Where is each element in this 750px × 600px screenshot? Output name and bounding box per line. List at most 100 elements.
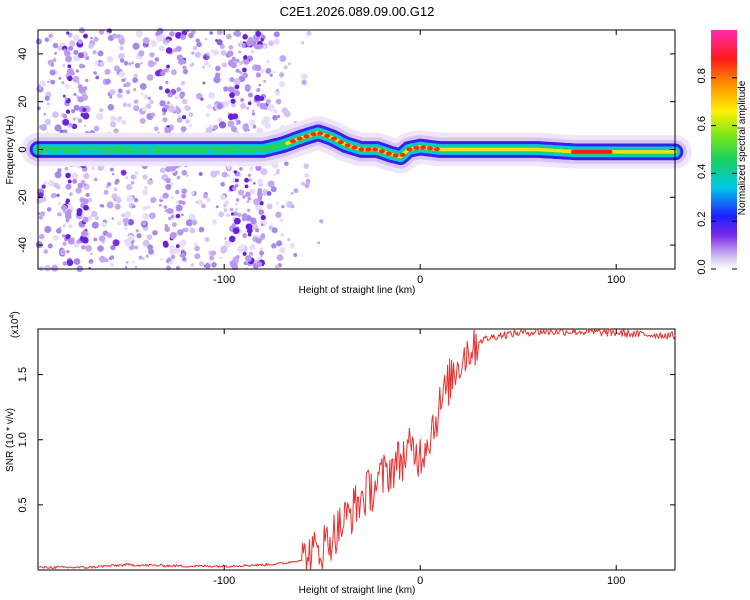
spectrogram-noise-dot [169,208,174,213]
spectrogram-noise-dot [234,30,242,38]
spectrogram-noise-dot [165,166,172,173]
spectrogram-noise-dot [145,254,149,258]
spectrogram-noise-dot [205,126,213,134]
spectrogram-noise-dot [143,185,148,190]
spectrogram-noise-dot [67,179,72,184]
ridge-peak-blob [317,131,324,136]
spectrogram-noise-dot [78,118,83,123]
spectrogram-noise-dot [303,163,310,169]
spectrogram-noise-dot [62,261,68,266]
ridge-peak-blob [392,153,399,158]
spectrogram-noise-dot [51,111,59,119]
snr-x-tick-label: 100 [607,575,625,587]
spectrogram-noise-dot [229,207,234,212]
spectrogram-noise-dot [162,117,168,123]
spectrogram-noise-dot [44,118,52,126]
spectrogram-noise-dot [150,112,156,118]
spectrogram-noise-dot [90,252,93,256]
spectrogram-noise-dot [167,92,173,98]
spectrogram-noise-dot [259,250,265,256]
ridge-blob [194,149,201,154]
spectrogram-noise-dot [279,81,286,88]
spectrogram-noise-dot [273,173,276,177]
spectrogram-noise-dot [223,100,230,107]
ridge-peak-blob [358,147,365,152]
spectrogram-noise-dot [57,212,62,217]
spectrogram-noise-dot [114,203,121,210]
spectrogram-noise-dot [109,167,114,172]
spectrogram-noise-dot [142,239,150,247]
spectrogram-noise-dot [159,167,166,174]
spectrogram-noise-dot [267,104,275,112]
spectrogram-noise-dot [223,86,229,92]
spectrogram-noise-dot [288,62,291,66]
spectrogram-noise-dot [51,63,55,66]
spectrogram-noise-dot [226,33,232,40]
spectrogram-noise-dot [76,210,82,217]
spectrogram-noise-dot [135,229,139,233]
spectrogram-noise-dot [44,264,51,272]
spectrogram-noise-dot [110,263,115,267]
spectrogram-noise-dot [176,54,183,61]
spectrogram-noise-dot [164,88,171,94]
spectrogram-noise-dot [124,226,128,230]
ridge-blob [56,149,64,154]
spectrogram-noise-dot [210,250,217,256]
spectrogram-noise-dot [208,92,215,99]
spectrogram-noise-dot [230,212,235,216]
spectrogram-noise-dot [111,217,115,220]
spectrogram-noise-dot [216,29,223,35]
spectrogram-noise-dot [148,212,156,220]
spectrogram-noise-dot [66,68,74,76]
spectrogram-noise-dot [248,178,253,182]
spectrogram-noise-dot [154,61,157,65]
spectrogram-noise-dot [56,193,60,198]
snr-frame [37,328,676,571]
spectrogram-noise-dot [188,112,194,118]
spectrogram-noise-dot [197,199,203,205]
spectrogram-noise-dot [260,68,265,74]
spectrogram-noise-dot [209,255,215,261]
spectrogram-noise-dot [193,242,197,246]
spectrogram-noise-dot [113,65,120,72]
ridge-blob [116,144,123,149]
spectrogram-noise-dot [223,208,228,212]
spectrogram-noise-dot [240,102,247,109]
spectrogram-noise-dot [215,65,221,72]
spectrogram-noise-dot [235,68,240,73]
spectrogram-noise-dot [93,71,97,75]
spectrogram-noise-dot [272,114,278,121]
snr-x-label: Height of straight line (km) [299,585,416,596]
spectrogram-noise-dot [238,50,242,54]
spectrogram-noise-dot [162,111,167,116]
spectrogram-noise-dot [255,164,262,172]
ridge-blob [146,147,154,152]
spectrogram-noise-dot [111,172,115,176]
spectrogram-noise-dot [196,41,202,48]
spectrogram-noise-dot [258,247,264,252]
spectrogram-noise-dot [274,264,280,269]
spectrogram-noise-dot [284,161,289,166]
spectrogram-noise-dot [166,101,170,105]
spectrogram-noise-dot [260,223,264,227]
spectrogram-noise-dot [79,97,84,103]
spectrogram-noise-dot [246,106,250,110]
spectrogram-noise-dot [166,265,171,271]
spectrogram-noise-dot [231,56,236,61]
spectrogram-noise-dot [150,196,157,204]
spectrogram-noise-dot [38,233,45,240]
spectrogram-noise-dot [242,67,247,73]
spectrogram-noise-dot [81,236,89,244]
spectrogram-noise-dot [132,42,140,50]
spectrogram-noise-dot [166,64,170,69]
spectrogram-noise-dot [109,95,113,99]
spectrogram-noise-dot [182,69,189,75]
spectrogram-noise-dot [99,108,104,113]
ridge-peak-blob [385,151,392,156]
spectrogram-noise-dot [254,94,261,102]
spectrogram-noise-dot [176,87,182,92]
spectrogram-noise-dot [132,88,137,92]
spec-x-tick-label: 0 [417,274,423,286]
spectrogram-noise-dot [209,31,213,35]
spectrogram-noise-dot [62,210,66,213]
